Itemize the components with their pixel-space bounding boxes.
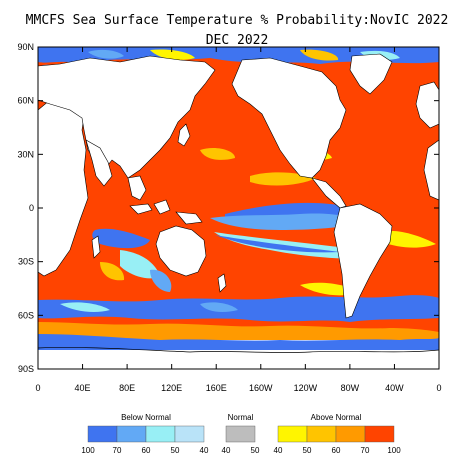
- lon-tick-label: 80E: [119, 383, 135, 393]
- land-central-america: [311, 177, 347, 209]
- normal-normal-legend-label: Normal: [228, 413, 254, 422]
- lon-tick-label: 160W: [249, 383, 273, 393]
- land-madagascar: [91, 235, 101, 259]
- below-legend-swatch: [174, 425, 205, 443]
- indian-ocean-patch: [92, 228, 150, 249]
- land-sumatra: [129, 203, 153, 215]
- indian-ocean-patch: [100, 262, 125, 281]
- normal-legend-tick: 50: [251, 446, 260, 455]
- above-legend-tick: 100: [387, 446, 401, 455]
- land-greenland: [349, 53, 393, 95]
- lat-tick-label: 60N: [17, 96, 34, 106]
- below-normal-legend-label: Below Normal: [121, 413, 171, 422]
- figure-title: MMCFS Sea Surface Temperature % Probabil…: [25, 13, 449, 28]
- lon-tick-label: 80W: [341, 383, 360, 393]
- southern-ocean-band: [38, 295, 439, 322]
- southern-ocean-patch: [200, 302, 238, 312]
- arctic-below-patch: [38, 47, 439, 64]
- lat-tick-label: 30S: [18, 257, 34, 267]
- land-south-america: [333, 203, 393, 319]
- lat-tick-label: 90N: [17, 42, 34, 52]
- axis-ticks: [37, 46, 440, 370]
- pacific-patch: [200, 147, 235, 160]
- pacific-cold-tongue: [210, 213, 362, 230]
- land-europe: [415, 81, 439, 129]
- above-legend-swatch: [277, 425, 308, 443]
- land-japan: [177, 123, 191, 147]
- land-new-guinea: [175, 211, 203, 225]
- below-legend-swatch: [116, 425, 147, 443]
- land-africa-west: [423, 139, 439, 201]
- land-borneo: [153, 199, 171, 215]
- above-legend-tick: 70: [361, 446, 370, 455]
- indian-ocean-patch: [150, 269, 172, 292]
- lon-tick-label: 40W: [385, 383, 404, 393]
- lon-tick-label: 120W: [294, 383, 318, 393]
- indian-ocean-patch: [120, 250, 160, 279]
- land-india: [85, 139, 113, 187]
- southern-ocean-band: [38, 322, 439, 340]
- lon-tick-label: 40E: [75, 383, 91, 393]
- land-new-zealand: [217, 273, 227, 293]
- lon-tick-label: 0: [436, 383, 441, 393]
- lat-tick-label: 0: [29, 203, 34, 213]
- above-legend-tick: 40: [274, 446, 283, 455]
- atlantic-patch: [380, 230, 436, 248]
- map-plot-area: [38, 47, 439, 369]
- above-legend-swatch: [364, 425, 395, 443]
- arctic-patch: [300, 49, 339, 61]
- normal-legend-tick: 40: [222, 446, 231, 455]
- arctic-patch: [88, 49, 124, 59]
- below-legend-tick: 60: [142, 446, 151, 455]
- antarctica-coast: [38, 347, 439, 353]
- below-legend-tick: 70: [113, 446, 122, 455]
- below-legend-swatch: [87, 425, 118, 443]
- lon-tick-label: 0: [35, 383, 40, 393]
- antarctic-coast-band: [38, 334, 439, 350]
- lon-tick-label: 160E: [206, 383, 227, 393]
- pacific-south-band: [215, 235, 340, 253]
- land-north-america: [231, 57, 347, 179]
- lat-tick-label: 30N: [17, 149, 34, 159]
- above-normal-legend-label: Above Normal: [311, 413, 362, 422]
- arctic-patch: [150, 49, 195, 60]
- below-legend-tick: 100: [81, 446, 95, 455]
- lon-tick-label: 120E: [161, 383, 182, 393]
- above-legend-swatch: [306, 425, 337, 443]
- above-legend-tick: 60: [332, 446, 341, 455]
- southern-ocean-patch: [60, 302, 110, 312]
- lat-tick-label: 90S: [18, 364, 34, 374]
- below-legend-tick: 50: [171, 446, 180, 455]
- normal-legend-swatch: [225, 425, 256, 443]
- above-legend-swatch: [335, 425, 366, 443]
- probability-legend: Below Normal 100 70 60 50 40 Normal 40 50 Above N…: [81, 413, 401, 455]
- below-legend-swatch: [145, 425, 176, 443]
- lat-tick-label: 60S: [18, 310, 34, 320]
- below-legend-tick: 40: [200, 446, 209, 455]
- land-australia: [155, 225, 207, 277]
- figure-subtitle: DEC 2022: [205, 33, 269, 48]
- above-legend-tick: 50: [303, 446, 312, 455]
- land-se-asia: [127, 175, 147, 201]
